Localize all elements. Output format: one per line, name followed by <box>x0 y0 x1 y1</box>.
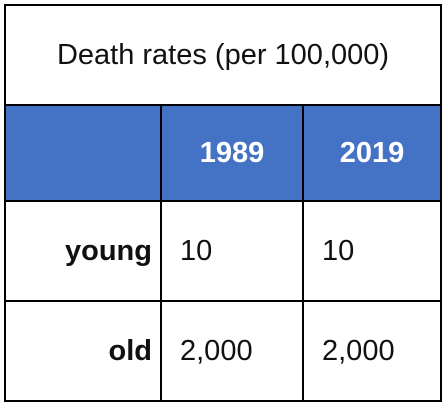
column-header-2019: 2019 <box>301 104 443 202</box>
cell-old-1989: 2,000 <box>160 300 304 402</box>
row-label-young: young <box>4 200 162 302</box>
table-title: Death rates (per 100,000) <box>3 4 443 106</box>
header-row: 1989 2019 <box>4 104 443 202</box>
cell-young-2019: 10 <box>301 200 443 302</box>
column-header-1989: 1989 <box>160 104 304 202</box>
cell-old-2019: 2,000 <box>301 300 443 402</box>
table-row-old: old 2,000 2,000 <box>4 300 443 402</box>
row-label-old: old <box>4 300 162 402</box>
death-rates-table: Death rates (per 100,000) 1989 2019 youn… <box>3 4 443 402</box>
title-row: Death rates (per 100,000) <box>3 4 443 106</box>
corner-header-cell <box>4 104 162 202</box>
table-row-young: young 10 10 <box>4 200 443 302</box>
cell-young-1989: 10 <box>160 200 304 302</box>
